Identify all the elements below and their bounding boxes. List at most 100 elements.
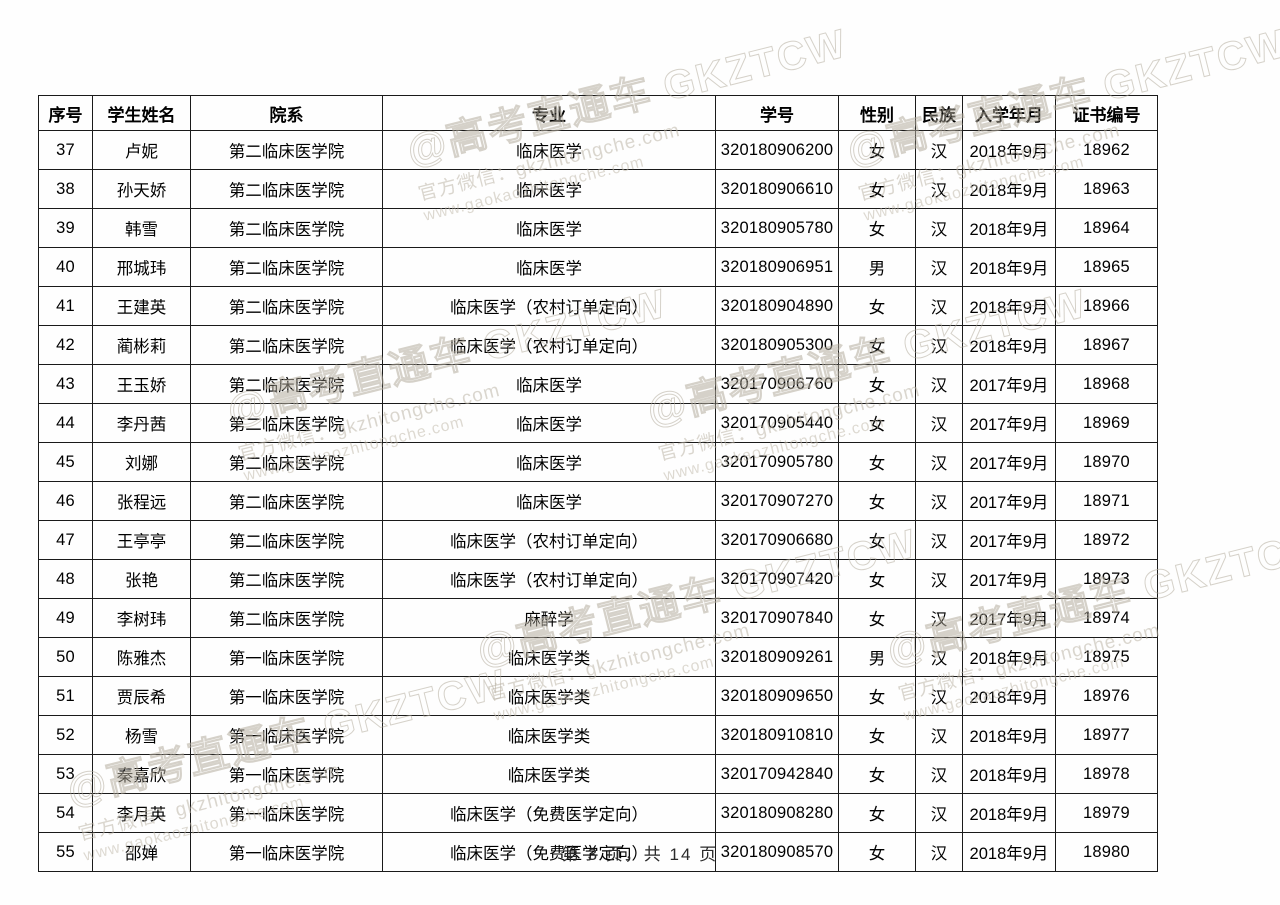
cell-ethnicity: 汉 bbox=[915, 715, 963, 755]
cell-dept: 第一临床医学院 bbox=[190, 637, 383, 677]
cell-enrollment-date: 2018年9月 bbox=[962, 832, 1056, 872]
cell-student-id: 320170905780 bbox=[715, 442, 839, 482]
cell-student-id: 320180905780 bbox=[715, 208, 839, 248]
column-header-ethnic: 民族 bbox=[915, 95, 963, 131]
cell-index: 48 bbox=[38, 559, 93, 599]
table-row: 49 李树玮 第二临床医学院 麻醉学 320170907840 女汉 2017年9月 1897… bbox=[38, 598, 1158, 638]
cell-enrollment-date: 2017年9月 bbox=[962, 559, 1056, 599]
cell-name: 杨雪 bbox=[92, 715, 191, 755]
cell-dept: 第二临床医学院 bbox=[190, 481, 383, 521]
table-row: 54 李月英 第一临床医学院 临床医学（免费医学定向） 320180908280 女汉 20… bbox=[38, 793, 1158, 833]
cell-index: 45 bbox=[38, 442, 93, 482]
cell-name: 张程远 bbox=[92, 481, 191, 521]
cell-ethnicity: 汉 bbox=[915, 598, 963, 638]
cell-enrollment-date: 2018年9月 bbox=[962, 286, 1056, 326]
cell-major: 临床医学 bbox=[382, 481, 716, 521]
cell-ethnicity: 汉 bbox=[915, 793, 963, 833]
cell-certificate-number: 18973 bbox=[1055, 559, 1158, 599]
table-row: 46 张程远 第二临床医学院 临床医学 320170907270 女汉 2017年9月 189… bbox=[38, 481, 1158, 521]
cell-gender: 女 bbox=[838, 754, 916, 794]
cell-major: 临床医学类 bbox=[382, 637, 716, 677]
cell-certificate-number: 18974 bbox=[1055, 598, 1158, 638]
cell-student-id: 320180908280 bbox=[715, 793, 839, 833]
cell-name: 王亭亭 bbox=[92, 520, 191, 560]
cell-certificate-number: 18969 bbox=[1055, 403, 1158, 443]
table-row: 37 卢妮 第二临床医学院 临床医学 320180906200 女汉 2018年9月 1896… bbox=[38, 130, 1158, 170]
cell-major: 临床医学（免费医学定向） bbox=[382, 832, 716, 872]
cell-major: 临床医学 bbox=[382, 169, 716, 209]
cell-ethnicity: 汉 bbox=[915, 559, 963, 599]
cell-index: 47 bbox=[38, 520, 93, 560]
column-header-date: 入学年月 bbox=[962, 95, 1056, 131]
cell-name: 李丹茜 bbox=[92, 403, 191, 443]
cell-enrollment-date: 2018年9月 bbox=[962, 715, 1056, 755]
cell-student-id: 320180910810 bbox=[715, 715, 839, 755]
table-row: 43 王玉娇 第二临床医学院 临床医学 320170906760 女汉 2017年9月 189… bbox=[38, 364, 1158, 404]
cell-major: 临床医学 bbox=[382, 364, 716, 404]
cell-major: 临床医学（农村订单定向） bbox=[382, 286, 716, 326]
cell-ethnicity: 汉 bbox=[915, 325, 963, 365]
cell-student-id: 320180909261 bbox=[715, 637, 839, 677]
cell-enrollment-date: 2018年9月 bbox=[962, 208, 1056, 248]
cell-dept: 第一临床医学院 bbox=[190, 715, 383, 755]
cell-enrollment-date: 2017年9月 bbox=[962, 364, 1056, 404]
cell-name: 李月英 bbox=[92, 793, 191, 833]
cell-name: 贾辰希 bbox=[92, 676, 191, 716]
cell-certificate-number: 18975 bbox=[1055, 637, 1158, 677]
cell-student-id: 320170906680 bbox=[715, 520, 839, 560]
cell-name: 韩雪 bbox=[92, 208, 191, 248]
cell-gender: 女 bbox=[838, 481, 916, 521]
cell-enrollment-date: 2018年9月 bbox=[962, 754, 1056, 794]
cell-gender: 男 bbox=[838, 247, 916, 287]
cell-student-id: 320170907270 bbox=[715, 481, 839, 521]
table-row: 44 李丹茜 第二临床医学院 临床医学 320170905440 女汉 2017年9月 189… bbox=[38, 403, 1158, 443]
column-header-index: 序号 bbox=[38, 95, 93, 131]
cell-ethnicity: 汉 bbox=[915, 130, 963, 170]
cell-name: 秦嘉欣 bbox=[92, 754, 191, 794]
cell-enrollment-date: 2017年9月 bbox=[962, 520, 1056, 560]
cell-ethnicity: 汉 bbox=[915, 208, 963, 248]
cell-index: 46 bbox=[38, 481, 93, 521]
cell-enrollment-date: 2018年9月 bbox=[962, 676, 1056, 716]
column-header-gender: 性别 bbox=[838, 95, 916, 131]
cell-ethnicity: 汉 bbox=[915, 286, 963, 326]
cell-ethnicity: 汉 bbox=[915, 676, 963, 716]
cell-gender: 男 bbox=[838, 637, 916, 677]
table-row: 55 邵婵 第一临床医学院 临床医学（免费医学定向） 320180908570 女汉 201… bbox=[38, 832, 1158, 872]
cell-gender: 女 bbox=[838, 208, 916, 248]
cell-gender: 女 bbox=[838, 559, 916, 599]
cell-index: 49 bbox=[38, 598, 93, 638]
cell-dept: 第二临床医学院 bbox=[190, 598, 383, 638]
cell-certificate-number: 18968 bbox=[1055, 364, 1158, 404]
cell-major: 临床医学 bbox=[382, 208, 716, 248]
cell-student-id: 320180904890 bbox=[715, 286, 839, 326]
table-row: 50 陈雅杰 第一临床医学院 临床医学类 320180909261 男汉 2018年9月 18… bbox=[38, 637, 1158, 677]
cell-dept: 第一临床医学院 bbox=[190, 676, 383, 716]
table-row: 48 张艳 第二临床医学院 临床医学（农村订单定向） 320170907420 女汉 201… bbox=[38, 559, 1158, 599]
table-row: 45 刘娜 第二临床医学院 临床医学 320170905780 女汉 2017年9月 1897… bbox=[38, 442, 1158, 482]
cell-student-id: 320170905440 bbox=[715, 403, 839, 443]
cell-name: 刘娜 bbox=[92, 442, 191, 482]
cell-ethnicity: 汉 bbox=[915, 832, 963, 872]
cell-major: 临床医学类 bbox=[382, 754, 716, 794]
cell-dept: 第二临床医学院 bbox=[190, 208, 383, 248]
cell-index: 39 bbox=[38, 208, 93, 248]
cell-enrollment-date: 2018年9月 bbox=[962, 325, 1056, 365]
cell-ethnicity: 汉 bbox=[915, 754, 963, 794]
cell-enrollment-date: 2018年9月 bbox=[962, 793, 1056, 833]
cell-index: 37 bbox=[38, 130, 93, 170]
cell-gender: 女 bbox=[838, 403, 916, 443]
cell-index: 41 bbox=[38, 286, 93, 326]
cell-dept: 第二临床医学院 bbox=[190, 403, 383, 443]
cell-gender: 女 bbox=[838, 676, 916, 716]
cell-enrollment-date: 2018年9月 bbox=[962, 169, 1056, 209]
table-row: 51 贾辰希 第一临床医学院 临床医学类 320180909650 女汉 2018年9月 18… bbox=[38, 676, 1158, 716]
cell-gender: 女 bbox=[838, 598, 916, 638]
cell-name: 孙天娇 bbox=[92, 169, 191, 209]
cell-dept: 第二临床医学院 bbox=[190, 286, 383, 326]
cell-student-id: 320180909650 bbox=[715, 676, 839, 716]
cell-major: 临床医学（农村订单定向） bbox=[382, 520, 716, 560]
cell-certificate-number: 18977 bbox=[1055, 715, 1158, 755]
table-row: 39 韩雪 第二临床医学院 临床医学 320180905780 女汉 2018年9月 1896… bbox=[38, 208, 1158, 248]
